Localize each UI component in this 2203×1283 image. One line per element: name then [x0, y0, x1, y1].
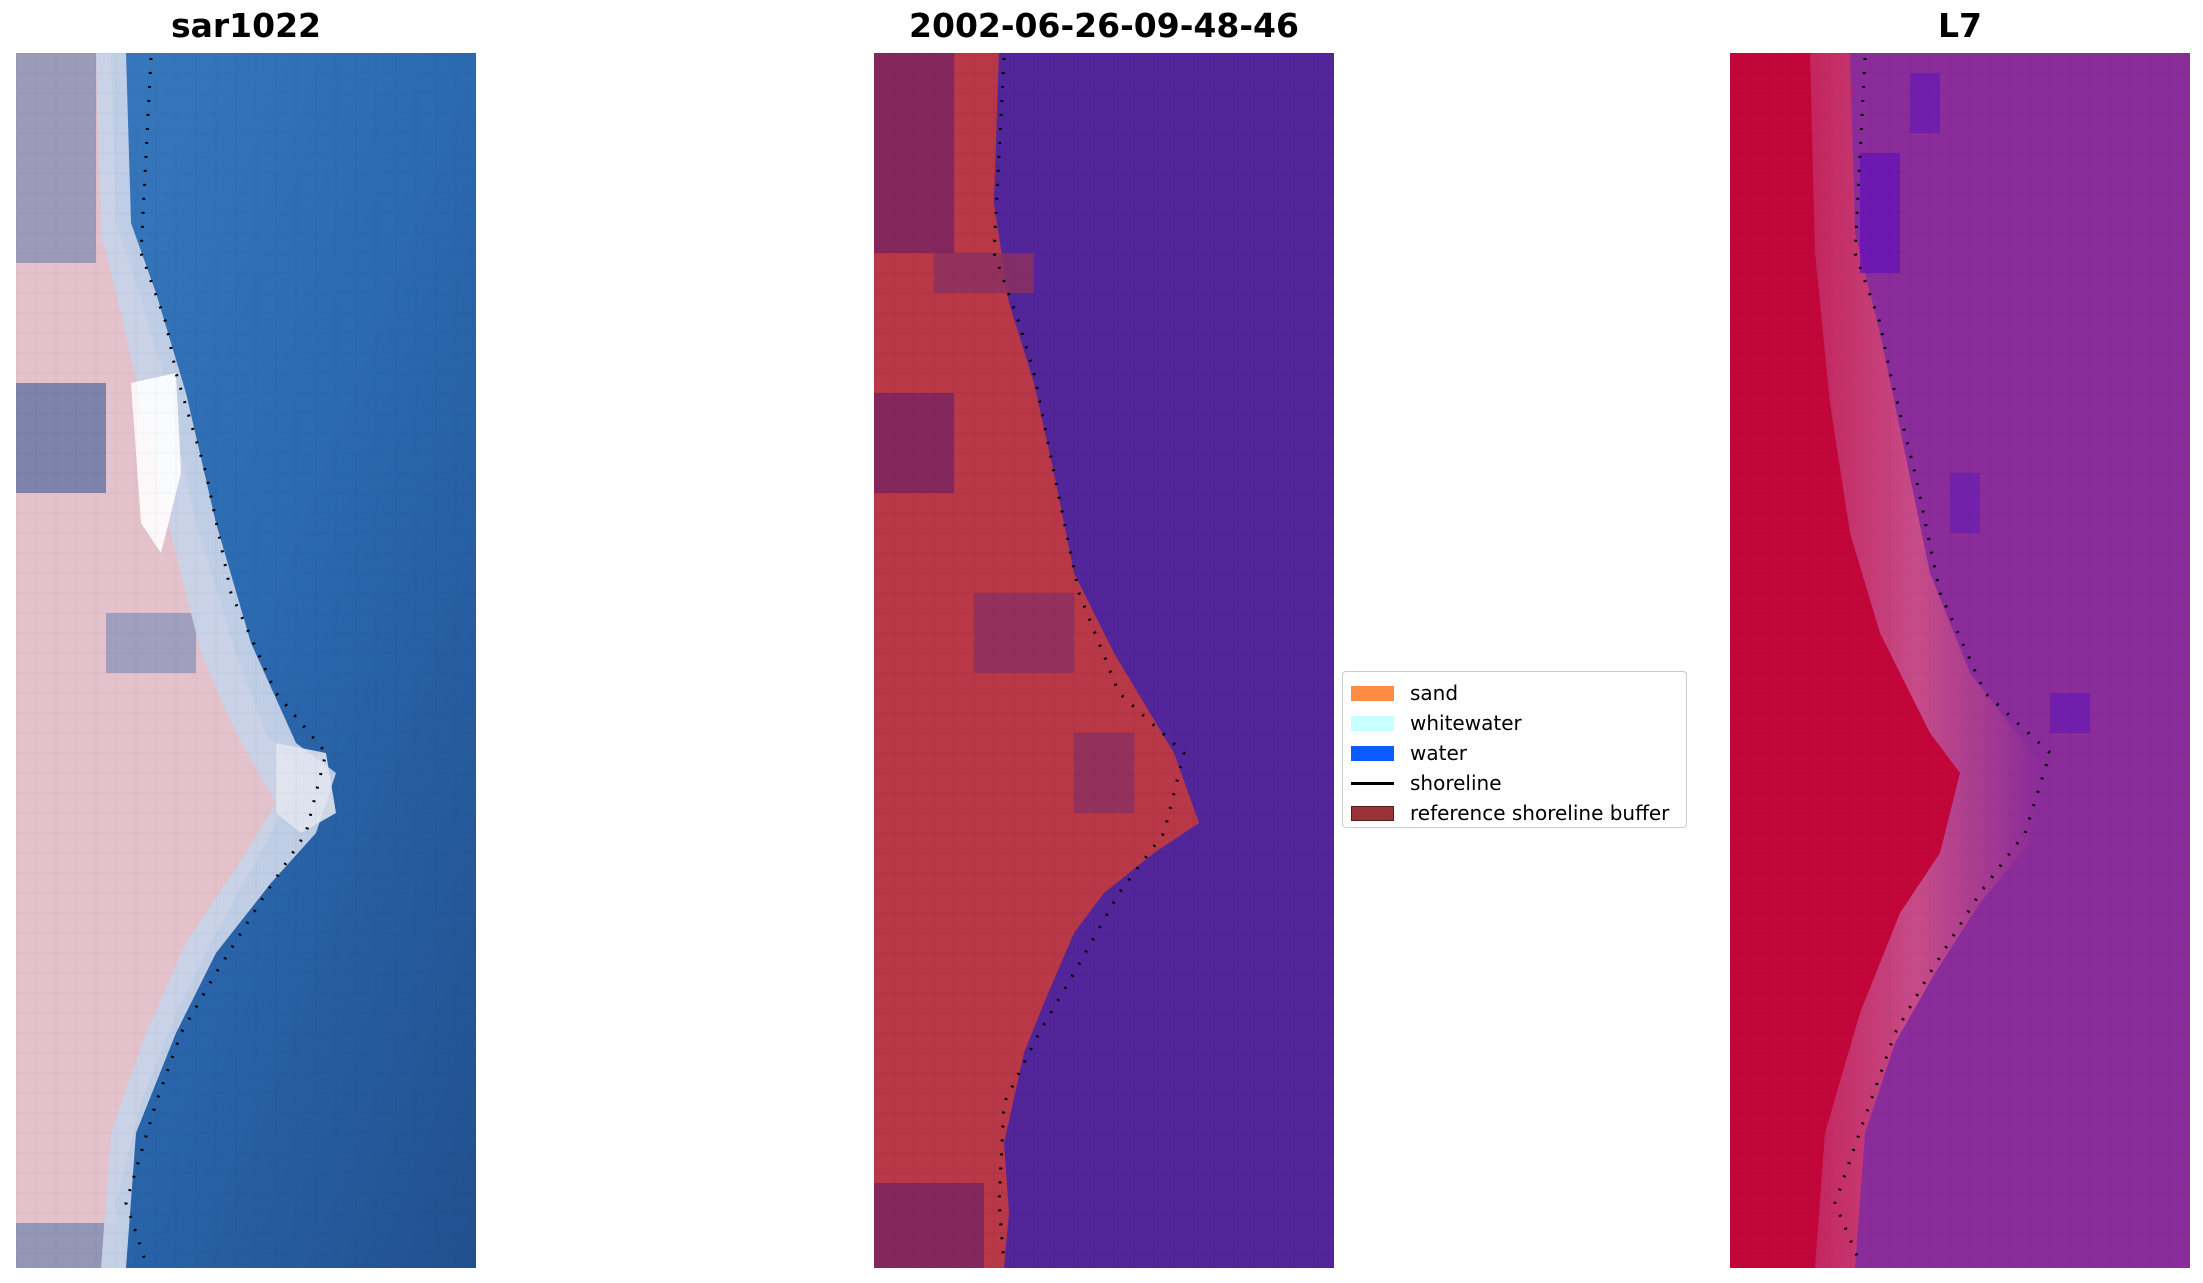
reference-buffer-swatch — [1351, 805, 1394, 821]
legend: sand whitewater water shoreline referenc… — [1342, 671, 1687, 828]
pixel-grid — [16, 53, 476, 1268]
legend-item-reference-buffer: reference shoreline buffer — [1343, 798, 1686, 828]
left-panel-title: sar1022 — [170, 6, 322, 45]
whitewater-swatch — [1351, 715, 1394, 731]
index-image-canvas — [1730, 53, 2190, 1268]
shoreline — [992, 57, 1186, 1264]
water-swatch — [1351, 745, 1394, 761]
legend-label: reference shoreline buffer — [1410, 801, 1670, 825]
right-panel-title: L7 — [1938, 6, 1982, 45]
legend-label: sand — [1410, 681, 1459, 705]
legend-item-water: water — [1343, 738, 1686, 768]
legend-label: water — [1410, 741, 1467, 765]
legend-item-whitewater: whitewater — [1343, 708, 1686, 738]
middle-panel-title: 2002-06-26-09-48-46 — [909, 6, 1299, 45]
legend-label: whitewater — [1410, 711, 1522, 735]
shoreline-line-swatch — [1351, 781, 1394, 785]
pixel-grid — [874, 53, 1334, 1268]
legend-label: shoreline — [1410, 771, 1502, 795]
index-image — [1730, 53, 2190, 1268]
classified-image-canvas — [874, 53, 1334, 1268]
legend-item-sand: sand — [1343, 678, 1686, 708]
classified-image — [874, 53, 1334, 1268]
pixel-grid — [1730, 53, 2190, 1268]
legend-item-shoreline: shoreline — [1343, 768, 1686, 798]
sand-swatch — [1351, 685, 1394, 701]
rgb-image-canvas — [16, 53, 476, 1268]
rgb-satellite-image — [16, 53, 476, 1268]
